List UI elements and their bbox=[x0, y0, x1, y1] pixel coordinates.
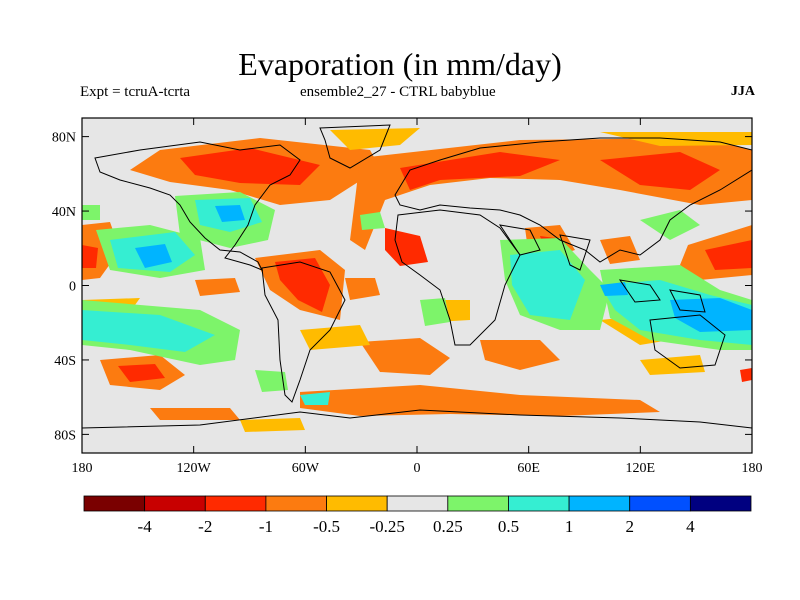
x-tick-label: 60W bbox=[292, 461, 320, 476]
colorbar: -4 -2 -1 -0.5 -0.25 0.25 0.5 1 2 4 bbox=[83, 495, 752, 536]
colorbar-label: 0.5 bbox=[498, 517, 519, 536]
map-title: Evaporation (in mm/day) bbox=[238, 46, 562, 82]
x-tick-label: 120E bbox=[626, 461, 656, 476]
x-tick-label: 180 bbox=[742, 461, 763, 476]
coastlines bbox=[82, 124, 752, 429]
x-tick-label: 180 bbox=[72, 461, 93, 476]
colorbar-label: -4 bbox=[138, 517, 153, 536]
y-tick-label: 40N bbox=[52, 205, 76, 220]
latitude-axis: 80N 40N 0 40S 80S bbox=[52, 131, 752, 443]
colorbar-swatch bbox=[386, 495, 449, 512]
colorbar-swatch bbox=[568, 495, 631, 512]
colorbar-swatch bbox=[508, 495, 570, 512]
colorbar-label: 1 bbox=[565, 517, 574, 536]
colorbar-label: 4 bbox=[686, 517, 695, 536]
evaporation-anomaly-field bbox=[82, 128, 752, 432]
season-label: JJA bbox=[730, 84, 755, 99]
colorbar-label: -0.25 bbox=[369, 517, 404, 536]
longitude-axis: 180 120W 60W 0 60E 120E 180 bbox=[72, 118, 763, 476]
experiment-label: Expt = tcruA-tcrta bbox=[80, 84, 191, 100]
colorbar-label: -2 bbox=[198, 517, 212, 536]
colorbar-label: -1 bbox=[259, 517, 273, 536]
colorbar-swatch bbox=[83, 495, 146, 512]
strong-positive-regions bbox=[135, 205, 752, 332]
negative-anomaly-regions bbox=[82, 138, 752, 420]
colorbar-swatch bbox=[629, 495, 691, 512]
colorbar-swatch bbox=[447, 495, 509, 512]
y-tick-label: 80N bbox=[52, 131, 76, 146]
x-tick-label: 60E bbox=[517, 461, 540, 476]
ensemble-label: ensemble2_27 - CTRL babyblue bbox=[300, 84, 496, 100]
y-tick-label: 80S bbox=[54, 428, 76, 443]
colorbar-label: -0.5 bbox=[313, 517, 340, 536]
y-tick-label: 40S bbox=[54, 354, 76, 369]
y-tick-label: 0 bbox=[69, 280, 76, 295]
colorbar-label: 2 bbox=[625, 517, 634, 536]
colorbar-swatch bbox=[144, 495, 206, 512]
colorbar-swatch bbox=[265, 495, 327, 512]
x-tick-label: 120W bbox=[177, 461, 212, 476]
colorbar-swatch bbox=[689, 495, 752, 512]
x-tick-label: 0 bbox=[414, 461, 421, 476]
colorbar-swatch bbox=[326, 495, 388, 512]
colorbar-label: 0.25 bbox=[433, 517, 463, 536]
colorbar-swatch bbox=[204, 495, 267, 512]
